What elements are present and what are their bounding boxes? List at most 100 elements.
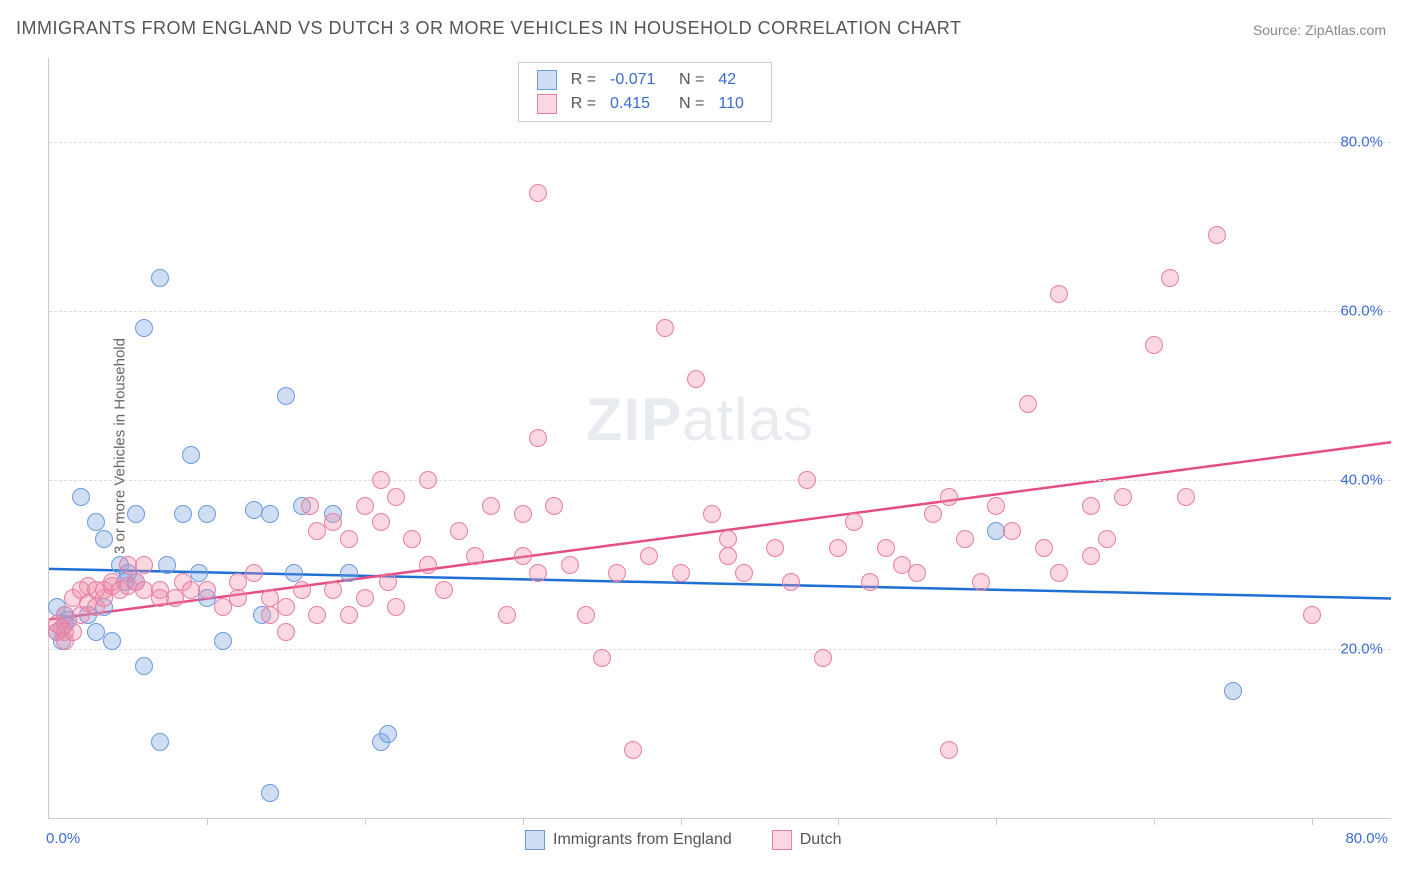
legend-swatch xyxy=(525,830,545,850)
legend-item: Dutch xyxy=(772,830,842,850)
scatter-point xyxy=(372,513,390,531)
scatter-point xyxy=(814,649,832,667)
scatter-point xyxy=(1098,530,1116,548)
scatter-point xyxy=(64,623,82,641)
legend-swatch xyxy=(772,830,792,850)
scatter-point xyxy=(908,564,926,582)
gridline xyxy=(49,649,1391,650)
scatter-point xyxy=(1003,522,1021,540)
scatter-point xyxy=(379,573,397,591)
legend-n-label: N = xyxy=(673,69,710,91)
scatter-point xyxy=(940,741,958,759)
scatter-point xyxy=(379,725,397,743)
x-tick xyxy=(207,818,208,825)
scatter-point xyxy=(1050,564,1068,582)
scatter-point xyxy=(1035,539,1053,557)
legend-swatch xyxy=(537,94,557,114)
scatter-point xyxy=(577,606,595,624)
y-tick-label: 60.0% xyxy=(1340,303,1383,320)
scatter-point xyxy=(103,632,121,650)
scatter-point xyxy=(608,564,626,582)
scatter-point xyxy=(301,497,319,515)
gridline xyxy=(49,142,1391,143)
scatter-point xyxy=(135,657,153,675)
chart-title: IMMIGRANTS FROM ENGLAND VS DUTCH 3 OR MO… xyxy=(16,18,961,39)
scatter-point xyxy=(387,488,405,506)
scatter-point xyxy=(72,488,90,506)
scatter-point xyxy=(372,471,390,489)
x-tick xyxy=(365,818,366,825)
scatter-point xyxy=(1224,682,1242,700)
scatter-point xyxy=(719,530,737,548)
x-tick xyxy=(1312,818,1313,825)
scatter-point xyxy=(277,623,295,641)
scatter-point xyxy=(845,513,863,531)
gridline xyxy=(49,480,1391,481)
legend-series-name: Dutch xyxy=(800,831,842,849)
watermark-bold: ZIP xyxy=(586,386,682,453)
scatter-point xyxy=(1114,488,1132,506)
x-tick xyxy=(681,818,682,825)
scatter-point xyxy=(403,530,421,548)
scatter-point xyxy=(972,573,990,591)
x-axis-max-label: 80.0% xyxy=(1345,830,1388,847)
x-tick xyxy=(838,818,839,825)
y-tick-label: 40.0% xyxy=(1340,472,1383,489)
scatter-point xyxy=(956,530,974,548)
scatter-point xyxy=(735,564,753,582)
scatter-point xyxy=(1177,488,1195,506)
scatter-point xyxy=(940,488,958,506)
scatter-point xyxy=(198,505,216,523)
legend-series-name: Immigrants from England xyxy=(553,831,732,849)
scatter-point xyxy=(656,319,674,337)
correlation-legend: R =-0.071N =42R =0.415N =110 xyxy=(518,62,773,122)
scatter-point xyxy=(293,581,311,599)
scatter-point xyxy=(529,564,547,582)
legend-r-label: R = xyxy=(565,69,602,91)
scatter-point xyxy=(798,471,816,489)
scatter-point xyxy=(419,471,437,489)
scatter-point xyxy=(214,632,232,650)
scatter-point xyxy=(308,606,326,624)
legend-swatch xyxy=(537,70,557,90)
scatter-point xyxy=(861,573,879,591)
scatter-point xyxy=(340,606,358,624)
watermark: ZIPatlas xyxy=(586,385,814,454)
scatter-point xyxy=(593,649,611,667)
trend-line xyxy=(49,442,1391,619)
legend-r-value: 0.415 xyxy=(604,93,671,115)
scatter-plot-area: ZIPatlas 20.0%40.0%60.0%80.0% xyxy=(48,58,1391,819)
scatter-point xyxy=(1082,547,1100,565)
source-attribution: Source: ZipAtlas.com xyxy=(1253,22,1386,38)
trendlines-svg xyxy=(49,58,1391,818)
scatter-point xyxy=(1050,285,1068,303)
scatter-point xyxy=(829,539,847,557)
x-tick xyxy=(1154,818,1155,825)
legend-item: Immigrants from England xyxy=(525,830,732,850)
scatter-point xyxy=(151,269,169,287)
scatter-point xyxy=(135,319,153,337)
scatter-point xyxy=(1145,336,1163,354)
scatter-point xyxy=(545,497,563,515)
scatter-point xyxy=(514,547,532,565)
scatter-point xyxy=(324,581,342,599)
x-tick xyxy=(996,818,997,825)
scatter-point xyxy=(640,547,658,565)
scatter-point xyxy=(1303,606,1321,624)
x-tick xyxy=(523,818,524,825)
scatter-point xyxy=(1161,269,1179,287)
scatter-point xyxy=(450,522,468,540)
y-tick-label: 20.0% xyxy=(1340,641,1383,658)
legend-n-value: 42 xyxy=(712,69,759,91)
scatter-point xyxy=(435,581,453,599)
scatter-point xyxy=(672,564,690,582)
watermark-rest: atlas xyxy=(682,386,814,453)
scatter-point xyxy=(482,497,500,515)
scatter-point xyxy=(1019,395,1037,413)
legend-r-value: -0.071 xyxy=(604,69,671,91)
scatter-point xyxy=(261,784,279,802)
scatter-point xyxy=(135,556,153,574)
scatter-point xyxy=(782,573,800,591)
scatter-point xyxy=(419,556,437,574)
scatter-point xyxy=(877,539,895,557)
